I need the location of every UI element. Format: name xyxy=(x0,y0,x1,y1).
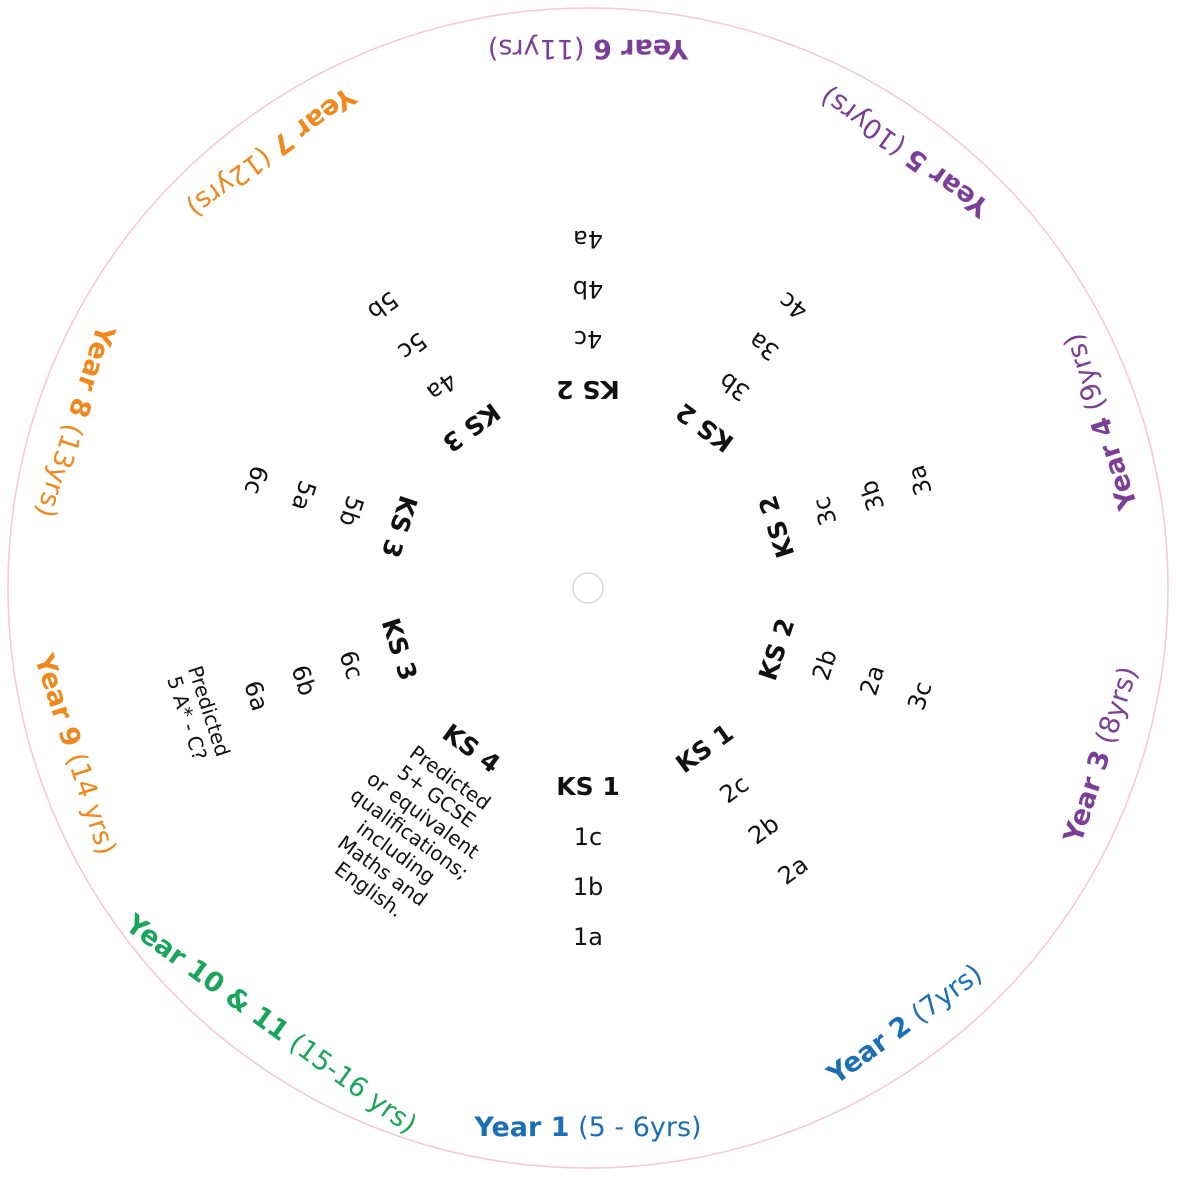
year-label: Year 9 (14 yrs) xyxy=(28,650,122,859)
year-label-name: Year 2 xyxy=(821,1009,917,1091)
level-label: 2a xyxy=(773,850,814,890)
level-label: 6b xyxy=(286,662,322,700)
level-label: 2a xyxy=(854,662,890,699)
level-label: 3c xyxy=(902,678,937,714)
level-label: 2b xyxy=(807,646,843,684)
wheel-center-hole xyxy=(572,572,604,604)
year-label: Year 10 & 11 (15-16 yrs) xyxy=(119,908,423,1140)
wheel-outer-ring xyxy=(7,7,1169,1169)
key-stage-label: KS 3 xyxy=(376,492,423,561)
level-label: 5b xyxy=(362,285,403,326)
level-label: 5c xyxy=(393,326,432,365)
year-label-name: Year 8 xyxy=(62,320,121,421)
level-label: 4c xyxy=(574,325,602,353)
year-label: Year 1 (5 - 6yrs) xyxy=(473,1112,701,1143)
level-label: 6c xyxy=(238,462,273,498)
key-stage-label: KS 1 xyxy=(670,718,738,779)
level-label: 3a xyxy=(743,326,784,366)
year-label-name: Year 4 xyxy=(1085,413,1144,514)
level-label: 4c xyxy=(773,286,812,325)
level-label: 5b xyxy=(333,492,369,530)
level-label: 4b xyxy=(573,275,604,303)
year-label-name: Year 3 xyxy=(1057,746,1116,847)
year-label-age: (5 - 6yrs) xyxy=(570,1112,702,1143)
level-label: 3a xyxy=(902,462,938,499)
level-label: 5a xyxy=(286,477,322,514)
key-stage-label: KS 3 xyxy=(437,397,505,458)
level-label: 1b xyxy=(573,873,604,901)
key-stage-label: KS 2 xyxy=(753,615,800,684)
year-label-name: Year 1 xyxy=(473,1112,569,1143)
level-label: 2b xyxy=(743,810,784,851)
year-label-age: (15-16 yrs) xyxy=(277,1022,423,1140)
level-label: 4a xyxy=(421,366,462,406)
level-label: 1a xyxy=(573,923,603,951)
level-label: 4a xyxy=(573,225,603,253)
year-label: Year 2 (7yrs) xyxy=(821,958,988,1091)
year-label-name: Year 9 xyxy=(28,650,87,751)
key-stage-label: KS 2 xyxy=(753,492,800,561)
year-label-age: (14 yrs) xyxy=(58,741,123,859)
year-label-name: Year 5 xyxy=(900,142,996,224)
level-label: 3b xyxy=(714,366,755,407)
key-stage-label: KS 2 xyxy=(556,375,619,404)
year-label-age: (10yrs) xyxy=(815,81,918,168)
year-label-age: (12yrs) xyxy=(181,136,284,223)
level-label: 6a xyxy=(238,677,274,714)
level-label: 1c xyxy=(574,823,602,851)
year-label: Year 8 (13yrs) xyxy=(30,320,122,521)
year-label: Year 3 (8yrs) xyxy=(1057,663,1143,848)
year-label: Year 4 (9yrs) xyxy=(1058,330,1144,515)
year-label-name: Year 7 xyxy=(266,80,362,162)
level-label: 2c xyxy=(715,770,754,809)
level-label: 6c xyxy=(333,647,368,683)
year-label-age: (8yrs) xyxy=(1087,663,1144,756)
level-label: 3c xyxy=(807,493,842,529)
key-stage-label: KS 2 xyxy=(670,397,738,458)
year-label-age: (9yrs) xyxy=(1058,330,1115,423)
year-label-name: Year 6 xyxy=(593,34,689,65)
year-labels: Year 1 (5 - 6yrs) Year 2 (7yrs) Year 3 (8y… xyxy=(28,34,1144,1143)
key-stage-label: KS 3 xyxy=(376,615,423,684)
level-label: 3b xyxy=(854,477,890,515)
year-label-age: (7yrs) xyxy=(899,958,988,1035)
key-stage-label: KS 1 xyxy=(556,772,619,801)
year-label-age: (13yrs) xyxy=(30,412,92,522)
year-label: Year 6 (11yrs) xyxy=(488,34,689,65)
year-label-age: (11yrs) xyxy=(488,34,593,65)
